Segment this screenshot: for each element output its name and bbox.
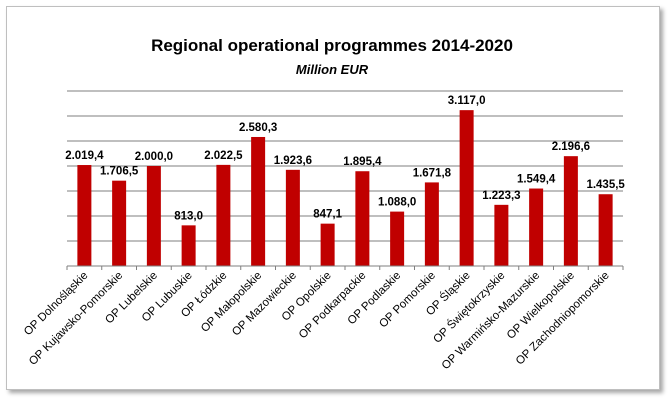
data-label: 1.223,3	[482, 190, 520, 202]
bar	[181, 225, 196, 266]
bar	[285, 169, 300, 266]
data-label: 3.117,0	[448, 95, 486, 107]
data-label: 1.923,6	[274, 155, 312, 167]
data-label: 1.088,0	[378, 197, 416, 209]
bar	[390, 211, 405, 266]
bar	[251, 136, 266, 266]
data-label: 2.019,4	[65, 150, 104, 162]
data-label: 1.549,4	[517, 174, 556, 186]
data-label: 1.671,8	[413, 167, 452, 179]
data-label: 2.022,5	[204, 150, 243, 162]
data-labels: 2.019,4 1.706,5 2.000,0 813,0 2.022,5 2.580,3…	[65, 95, 625, 222]
bar	[459, 110, 474, 267]
bar-chart: Regional operational programmes 2014-202…	[22, 36, 625, 372]
data-label: 1.895,4	[343, 156, 382, 168]
data-label: 2.000,0	[135, 151, 173, 163]
chart-frame: Regional operational programmes 2014-202…	[6, 6, 660, 390]
chart-title: Regional operational programmes 2014-202…	[151, 36, 513, 55]
data-label: 2.580,3	[239, 122, 277, 134]
data-label: 813,0	[174, 210, 203, 222]
bar	[77, 165, 92, 266]
bar	[598, 194, 613, 266]
chart-subtitle: Million EUR	[296, 62, 369, 77]
data-label: 847,1	[313, 209, 342, 221]
bar	[216, 164, 231, 266]
data-label: 2.196,6	[552, 141, 590, 153]
data-label: 1.435,5	[586, 179, 625, 191]
bar	[494, 204, 509, 266]
bar	[563, 156, 578, 266]
x-tick-label: OP Małopolskie	[199, 270, 264, 335]
bar	[146, 166, 161, 266]
bar	[320, 223, 335, 266]
bar	[424, 182, 439, 266]
bar	[529, 188, 544, 266]
x-tick-label: OP Dolnośląskie	[22, 270, 90, 338]
x-tick-label: OP Mazowieckie	[230, 270, 299, 339]
data-label: 1.706,5	[100, 166, 139, 178]
bar	[355, 171, 370, 266]
bar	[112, 180, 127, 266]
bars	[77, 110, 613, 267]
